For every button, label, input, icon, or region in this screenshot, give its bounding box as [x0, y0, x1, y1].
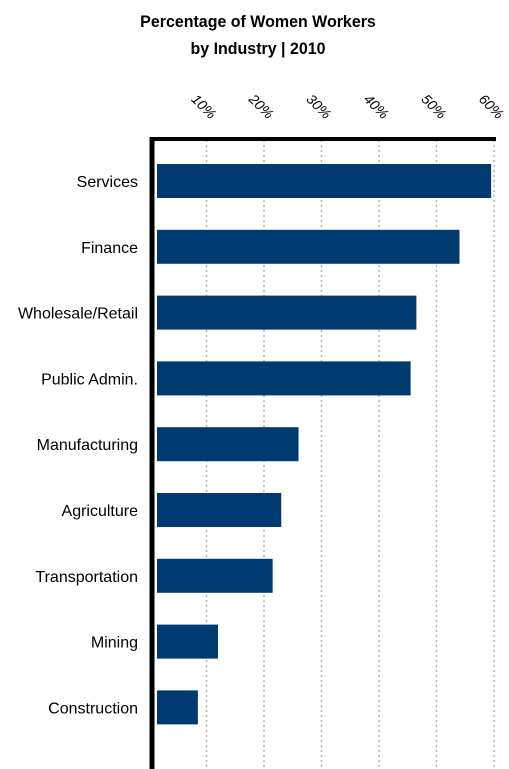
bar-mining [157, 624, 218, 659]
bar-public-admin [157, 361, 411, 396]
chart-title-line-1: Percentage of Women Workers [140, 12, 376, 31]
x-tick-label-40: 40% [361, 91, 392, 122]
chart-title: Percentage of Women Workers by Industry … [19, 8, 497, 62]
category-label-agriculture: Agriculture [62, 503, 139, 520]
category-label-services: Services [77, 174, 138, 191]
x-tick-label-50: 50% [418, 91, 449, 122]
bar-services [157, 164, 492, 198]
category-label-mining: Mining [91, 635, 138, 652]
x-tick-label-60: 60% [476, 91, 507, 122]
x-tick-label-30: 30% [303, 91, 334, 122]
x-tick-label-20: 20% [245, 90, 277, 122]
category-label-transportation: Transportation [35, 569, 138, 586]
bar-agriculture [157, 493, 282, 527]
x-tick-label-10: 10% [188, 91, 219, 122]
category-label-public-admin: Public Admin. [41, 371, 138, 388]
bar-finance [157, 229, 460, 264]
bar-transportation [157, 558, 273, 593]
bar-wholesale-retail [157, 295, 417, 330]
category-label-manufacturing: Manufacturing [37, 437, 138, 454]
category-label-wholesale-retail: Wholesale/Retail [18, 306, 138, 323]
category-label-construction: Construction [48, 700, 138, 717]
bar-construction [157, 690, 198, 725]
chart-title-line-2: by Industry | 2010 [190, 39, 326, 58]
category-label-finance: Finance [81, 240, 138, 257]
bar-manufacturing [157, 427, 299, 462]
